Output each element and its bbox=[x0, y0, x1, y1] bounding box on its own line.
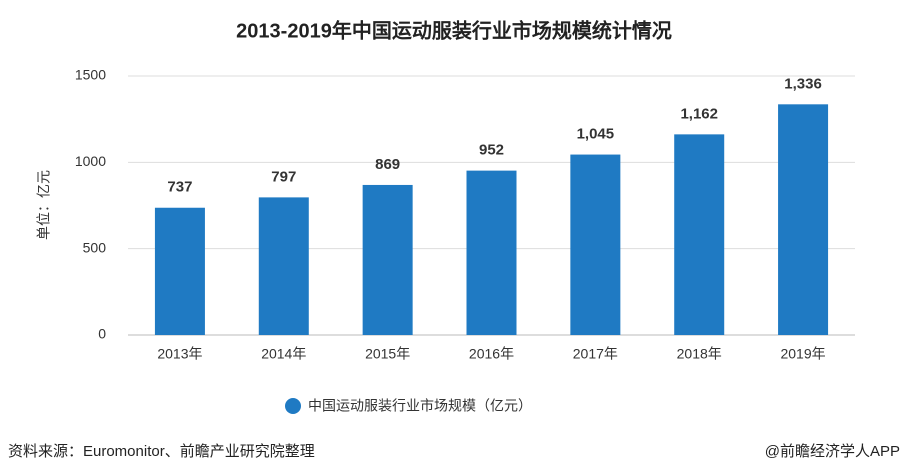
value-label: 1,045 bbox=[577, 126, 615, 143]
value-label: 737 bbox=[167, 179, 192, 196]
x-tick-label: 2018年 bbox=[677, 346, 722, 362]
value-label: 1,336 bbox=[784, 75, 822, 92]
chart-title: 2013-2019年中国运动服装行业市场规模统计情况 bbox=[236, 18, 672, 42]
bar bbox=[258, 197, 309, 335]
bar bbox=[674, 134, 725, 335]
value-label: 797 bbox=[271, 168, 296, 185]
value-label: 952 bbox=[479, 142, 504, 159]
bar bbox=[466, 170, 517, 335]
legend-label: 中国运动服装行业市场规模（亿元） bbox=[308, 398, 532, 414]
value-label: 1,162 bbox=[680, 105, 718, 122]
source-note: 资料来源：Euromonitor、前瞻产业研究院整理 bbox=[8, 442, 315, 460]
x-tick-label: 2014年 bbox=[261, 346, 306, 362]
bar bbox=[570, 154, 621, 335]
x-tick-label: 2019年 bbox=[780, 346, 825, 362]
y-axis-label: 单位：亿元 bbox=[36, 170, 52, 240]
y-tick-label: 1500 bbox=[75, 67, 106, 83]
y-tick-label: 1000 bbox=[75, 153, 106, 169]
bar bbox=[362, 184, 413, 335]
credit: @前瞻经济学人APP bbox=[765, 443, 900, 460]
bar bbox=[778, 104, 829, 335]
x-tick-label: 2017年 bbox=[573, 346, 618, 362]
x-tick-label: 2013年 bbox=[157, 346, 202, 362]
y-tick-label: 0 bbox=[98, 326, 106, 342]
bar bbox=[154, 207, 205, 335]
y-tick-label: 500 bbox=[83, 239, 107, 255]
value-label: 869 bbox=[375, 156, 400, 173]
x-tick-label: 2015年 bbox=[365, 346, 410, 362]
legend-marker bbox=[285, 398, 301, 414]
x-tick-label: 2016年 bbox=[469, 346, 514, 362]
